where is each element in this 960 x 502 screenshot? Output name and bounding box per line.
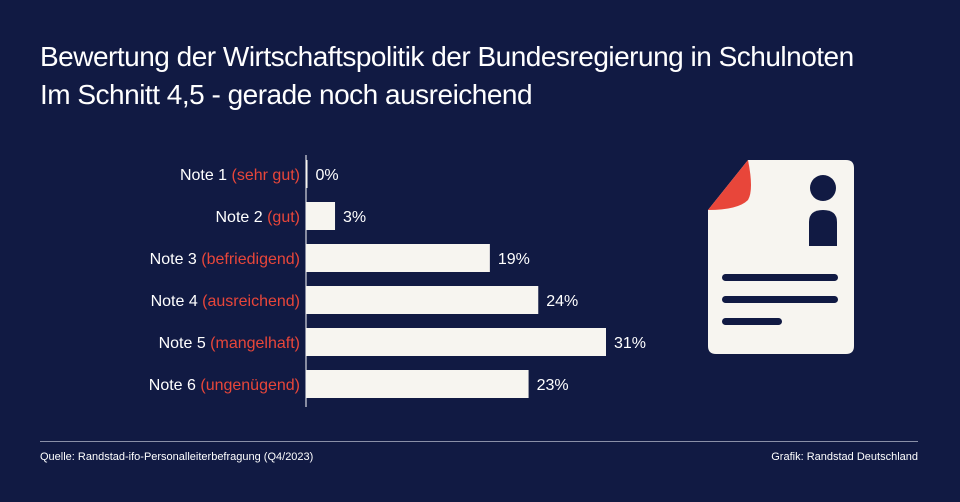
document-with-person-icon bbox=[708, 160, 854, 354]
source-note: Quelle: Randstad-ifo-Personalleiterbefra… bbox=[40, 451, 314, 463]
category-label-main: Note 5 bbox=[159, 335, 211, 352]
category-label: Note 3 (befriedigend) bbox=[150, 251, 300, 268]
bar bbox=[306, 244, 490, 272]
category-label-sub: (sehr gut) bbox=[232, 167, 300, 184]
bar bbox=[306, 328, 606, 356]
category-label-sub: (gut) bbox=[267, 209, 300, 226]
value-label: 3% bbox=[343, 209, 366, 226]
footer-divider bbox=[40, 441, 918, 442]
category-label-sub: (ausreichend) bbox=[202, 293, 300, 310]
value-label: 23% bbox=[537, 377, 569, 394]
category-label: Note 1 (sehr gut) bbox=[180, 167, 300, 184]
bar-chart: Note 1 (sehr gut) 0% Note 2 (gut) 3% Note 3 … bbox=[149, 155, 646, 407]
bar bbox=[306, 160, 308, 188]
category-label: Note 4 (ausreichend) bbox=[151, 293, 300, 310]
title-line-2: Im Schnitt 4,5 - gerade noch ausreichend bbox=[40, 79, 533, 110]
value-label: 24% bbox=[546, 293, 578, 310]
category-label-main: Note 2 bbox=[216, 209, 268, 226]
category-label: Note 5 (mangelhaft) bbox=[159, 335, 300, 352]
bar bbox=[306, 202, 336, 230]
title-line-1: Bewertung der Wirtschaftspolitik der Bun… bbox=[40, 41, 854, 72]
value-label: 31% bbox=[614, 335, 646, 352]
bar bbox=[306, 370, 529, 398]
category-label-main: Note 3 bbox=[150, 251, 202, 268]
category-label: Note 2 (gut) bbox=[216, 209, 301, 226]
category-label-sub: (ungenügend) bbox=[200, 377, 300, 394]
category-label-sub: (mangelhaft) bbox=[210, 335, 300, 352]
category-label-main: Note 1 bbox=[180, 167, 232, 184]
bar bbox=[306, 286, 539, 314]
category-label: Note 6 (ungenügend) bbox=[149, 377, 300, 394]
category-label-sub: (befriedigend) bbox=[201, 251, 300, 268]
value-label: 19% bbox=[498, 251, 530, 268]
credit-note: Grafik: Randstad Deutschland bbox=[771, 451, 918, 463]
value-label: 0% bbox=[316, 167, 339, 184]
category-label-main: Note 4 bbox=[151, 293, 203, 310]
chart-title: Bewertung der Wirtschaftspolitik der Bun… bbox=[40, 38, 854, 114]
category-label-main: Note 6 bbox=[149, 377, 201, 394]
